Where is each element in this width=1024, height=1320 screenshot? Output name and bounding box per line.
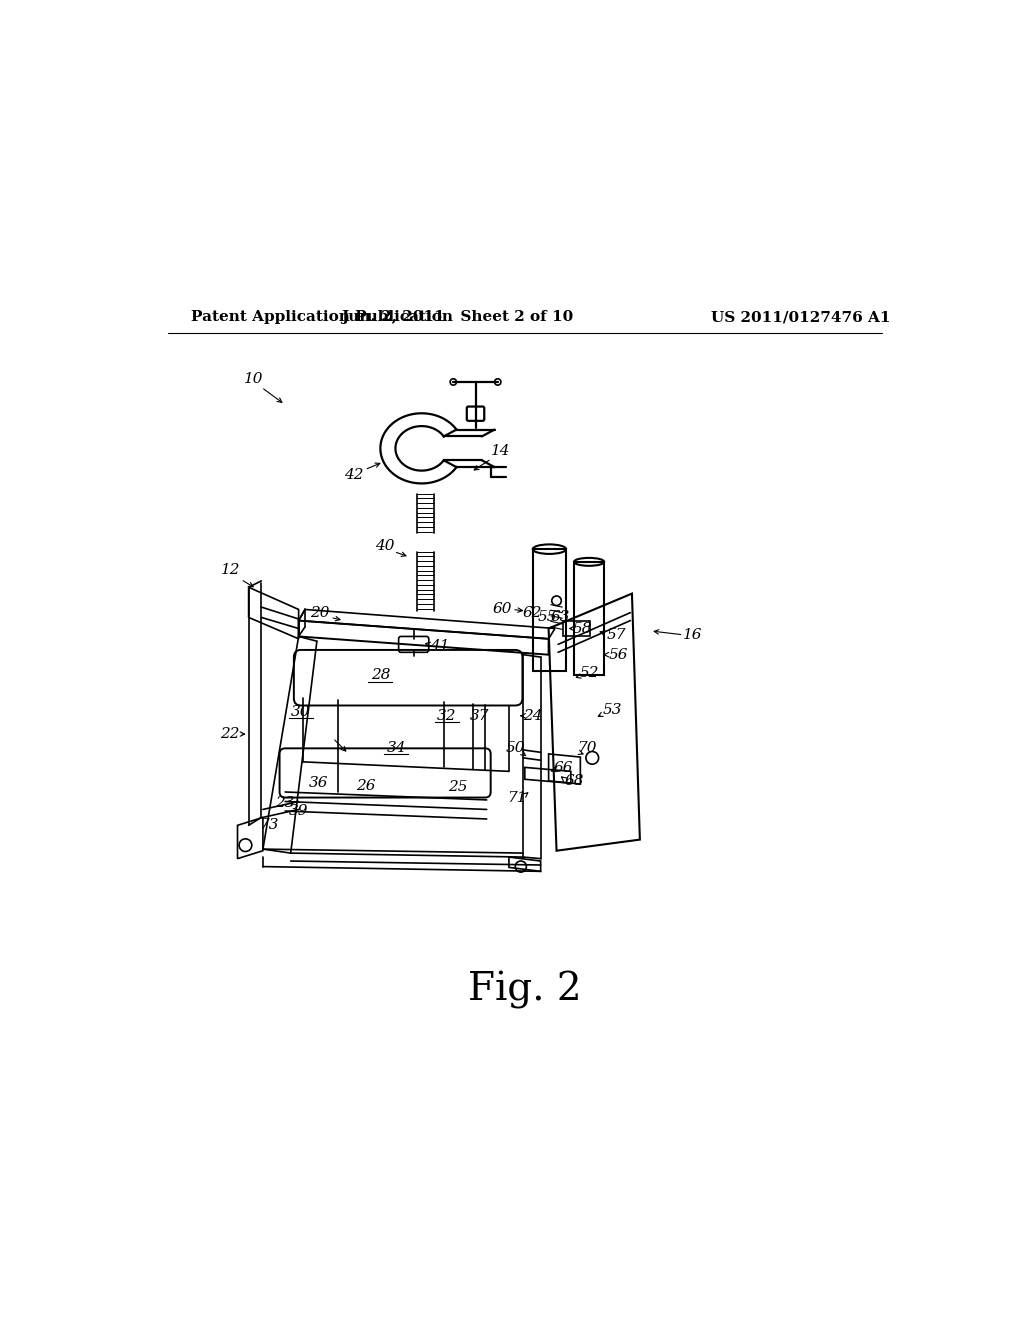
Text: 16: 16	[683, 628, 702, 642]
Text: US 2011/0127476 A1: US 2011/0127476 A1	[712, 310, 891, 325]
Text: 39: 39	[289, 804, 308, 818]
Text: 24: 24	[523, 709, 543, 723]
Text: 12: 12	[221, 562, 241, 577]
Text: 55: 55	[538, 610, 557, 624]
Text: 26: 26	[356, 779, 376, 792]
Text: 23: 23	[274, 796, 294, 810]
Text: 37: 37	[470, 709, 489, 723]
Text: 41: 41	[430, 639, 450, 653]
Text: 53: 53	[602, 704, 622, 717]
Text: Patent Application Publication: Patent Application Publication	[191, 310, 454, 325]
Text: 20: 20	[310, 606, 330, 619]
Text: 62: 62	[523, 606, 543, 619]
Text: 42: 42	[344, 467, 364, 482]
Text: 52: 52	[581, 667, 600, 680]
Text: 34: 34	[386, 741, 406, 755]
Text: 25: 25	[447, 780, 467, 795]
Text: 56: 56	[608, 648, 628, 661]
Text: 57: 57	[606, 628, 626, 642]
Text: 70: 70	[577, 741, 596, 755]
Text: 30: 30	[291, 705, 310, 719]
Text: 14: 14	[492, 444, 511, 458]
Text: 60: 60	[493, 602, 512, 616]
Text: 73: 73	[259, 818, 279, 833]
Text: 50: 50	[506, 741, 525, 755]
Text: 71: 71	[507, 791, 526, 805]
Text: Fig. 2: Fig. 2	[468, 970, 582, 1008]
Text: 66: 66	[553, 762, 572, 775]
Text: Jun. 2, 2011   Sheet 2 of 10: Jun. 2, 2011 Sheet 2 of 10	[341, 310, 573, 325]
Text: 68: 68	[564, 774, 584, 788]
Text: 32: 32	[437, 709, 457, 723]
Text: 58: 58	[572, 622, 592, 635]
Text: 40: 40	[375, 539, 394, 553]
Text: 10: 10	[244, 372, 263, 387]
Text: 63: 63	[551, 610, 570, 624]
Text: 28: 28	[371, 668, 390, 682]
Text: 22: 22	[220, 727, 240, 741]
Text: 36: 36	[308, 776, 329, 791]
